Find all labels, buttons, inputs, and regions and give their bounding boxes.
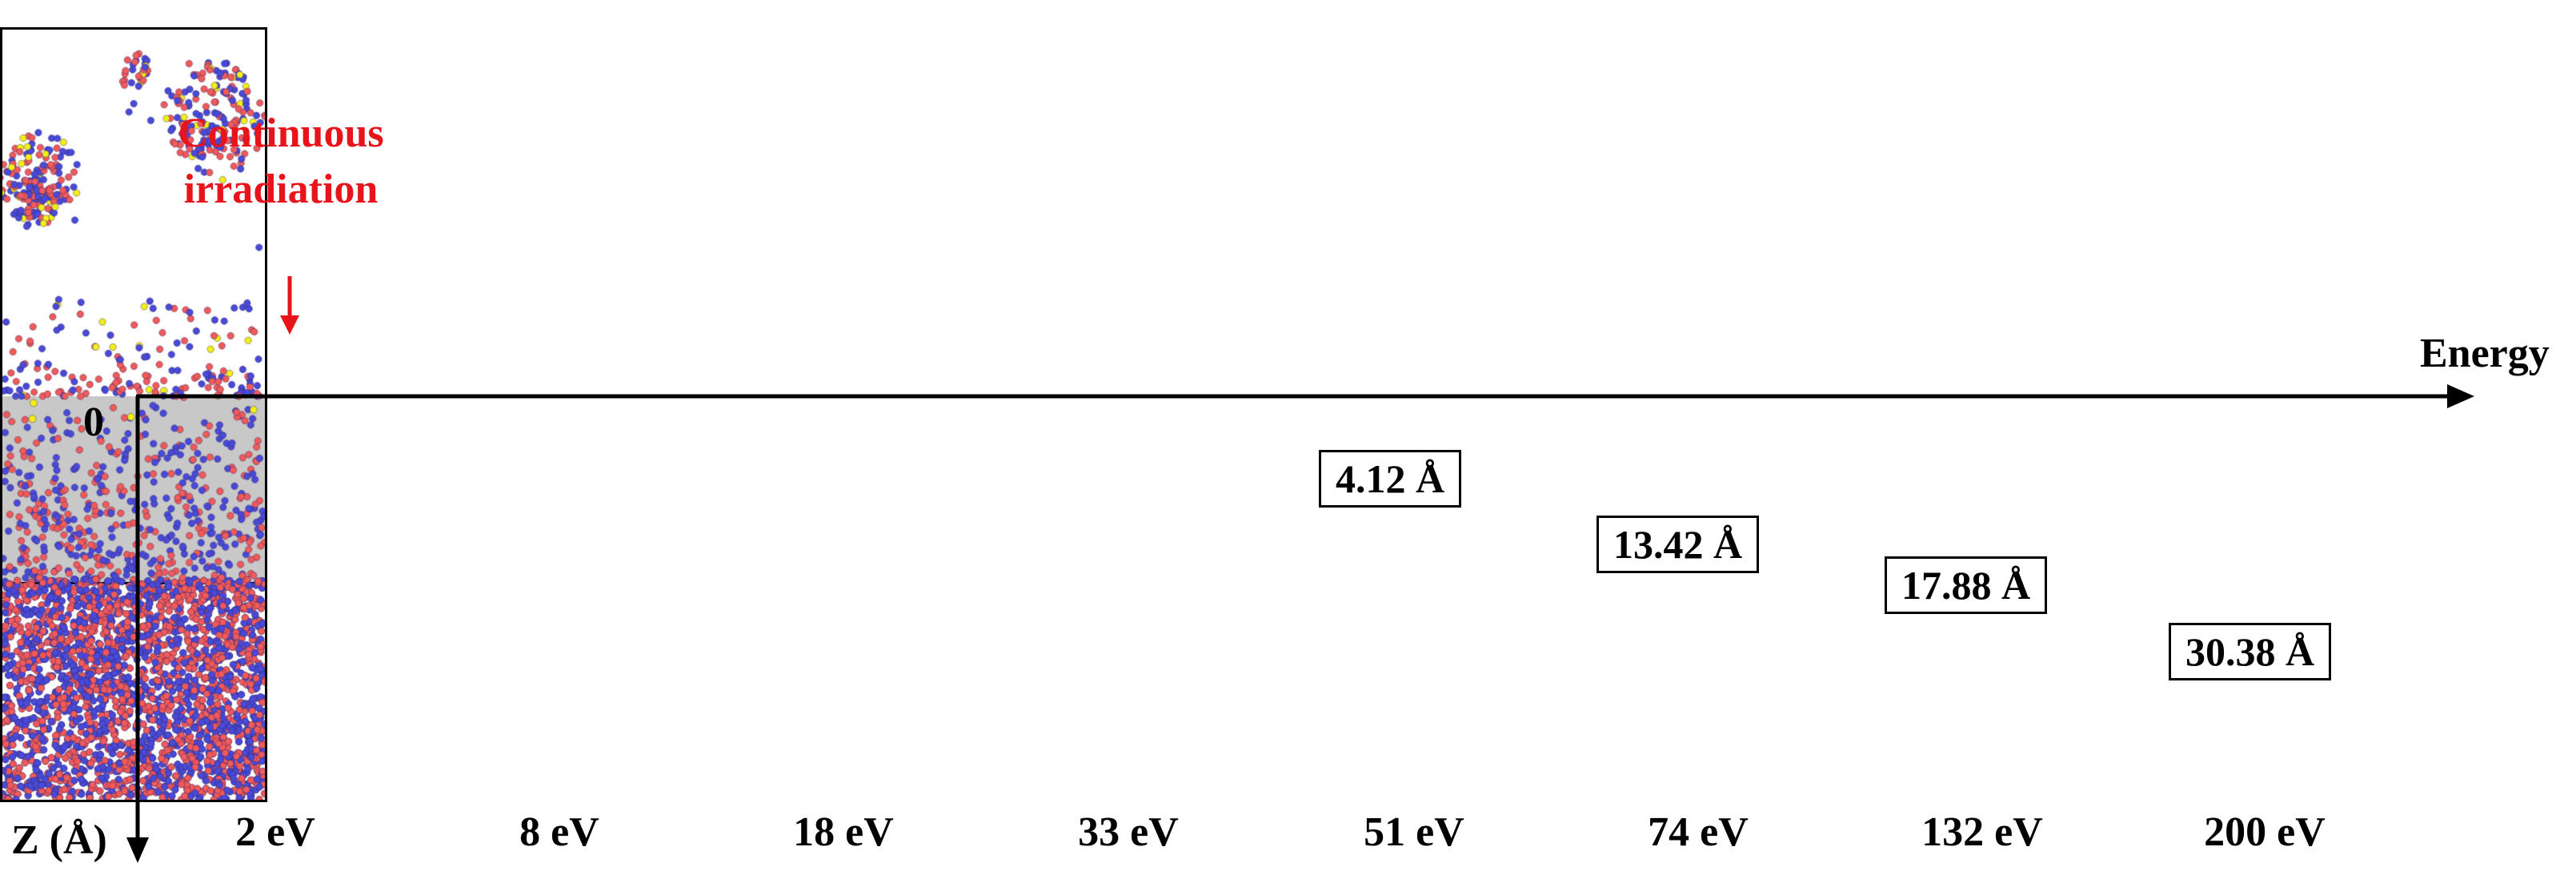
- energy-label-2ev: 2 eV: [235, 809, 315, 855]
- energy-label-51ev: 51 eV: [1364, 809, 1464, 855]
- md-panel-200ev: [0, 27, 267, 802]
- depth-label-74ev: 13.42 Å: [1596, 516, 1760, 573]
- energy-label-200ev: 200 eV: [2204, 809, 2326, 855]
- energy-axis-label: Energy: [2420, 331, 2550, 376]
- depth-label-132ev: 17.88 Å: [1885, 556, 2048, 614]
- continuous-irradiation-label: Continuous irradiation: [178, 110, 384, 212]
- depth-label-200ev: 30.38 Å: [2169, 623, 2332, 680]
- depth-label-51ev: 4.12 Å: [1319, 450, 1462, 508]
- energy-axis-arrowhead: [2447, 384, 2474, 408]
- energy-label-33ev: 33 eV: [1078, 809, 1179, 855]
- energy-label-74ev: 74 eV: [1648, 809, 1749, 855]
- energy-label-8ev: 8 eV: [519, 809, 599, 855]
- energy-label-18ev: 18 eV: [793, 809, 894, 855]
- z-axis-label: Z (Å): [11, 817, 107, 863]
- irradiation-arrow-icon: [280, 315, 299, 335]
- atom-snapshot: [2, 30, 265, 800]
- zero-label: 0: [83, 399, 104, 445]
- energy-label-132ev: 132 eV: [1921, 809, 2043, 855]
- z-axis-arrowhead: [126, 837, 149, 863]
